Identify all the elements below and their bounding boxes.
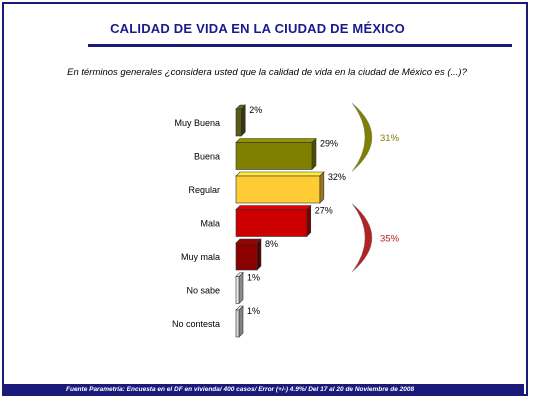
bar-side bbox=[238, 271, 244, 305]
bar-side bbox=[240, 104, 246, 137]
bar bbox=[235, 175, 321, 204]
data-label: 1% bbox=[247, 306, 260, 316]
chart-title: CALIDAD DE VIDA EN LA CIUDAD DE MÉXICO bbox=[110, 21, 405, 36]
bar-top bbox=[235, 138, 317, 143]
category-label: Buena bbox=[194, 152, 220, 162]
bar bbox=[235, 242, 258, 271]
category-label: Regular bbox=[188, 185, 220, 195]
bar-side bbox=[256, 238, 262, 271]
category-label: No sabe bbox=[186, 286, 220, 296]
data-label: 8% bbox=[265, 239, 278, 249]
bar-side bbox=[238, 305, 244, 338]
title-underline bbox=[88, 44, 512, 47]
data-label: 1% bbox=[247, 273, 260, 283]
bar bbox=[235, 142, 313, 170]
bar-top bbox=[235, 171, 325, 177]
category-label: Muy mala bbox=[181, 252, 220, 262]
data-label: 27% bbox=[315, 206, 333, 216]
bar bbox=[235, 309, 240, 338]
group-total-label: 35% bbox=[380, 233, 400, 244]
bar-side bbox=[306, 204, 312, 238]
group-total-label: 31% bbox=[380, 133, 400, 144]
category-label: Mala bbox=[200, 219, 220, 229]
bar bbox=[235, 209, 308, 237]
data-label: 29% bbox=[320, 139, 338, 149]
bar bbox=[235, 108, 242, 137]
group-bracket bbox=[351, 102, 373, 172]
bar-chart: Muy Buena 2% Buena 29% Regular 32% Mala 27% Muy … bbox=[172, 102, 400, 338]
category-label: Muy Buena bbox=[174, 118, 220, 128]
bar-top bbox=[235, 205, 312, 210]
data-label: 32% bbox=[328, 172, 346, 182]
category-label: No contesta bbox=[172, 319, 220, 329]
bar bbox=[235, 276, 240, 304]
group-bracket bbox=[351, 203, 373, 273]
bar-side bbox=[311, 137, 317, 171]
bar-side bbox=[319, 171, 325, 204]
bar-top bbox=[235, 238, 262, 244]
survey-question: En términos generales ¿considera usted q… bbox=[67, 67, 467, 78]
data-label: 2% bbox=[249, 105, 262, 115]
source-footer: Fuente Parametría: Encuesta en el DF en … bbox=[4, 384, 524, 396]
